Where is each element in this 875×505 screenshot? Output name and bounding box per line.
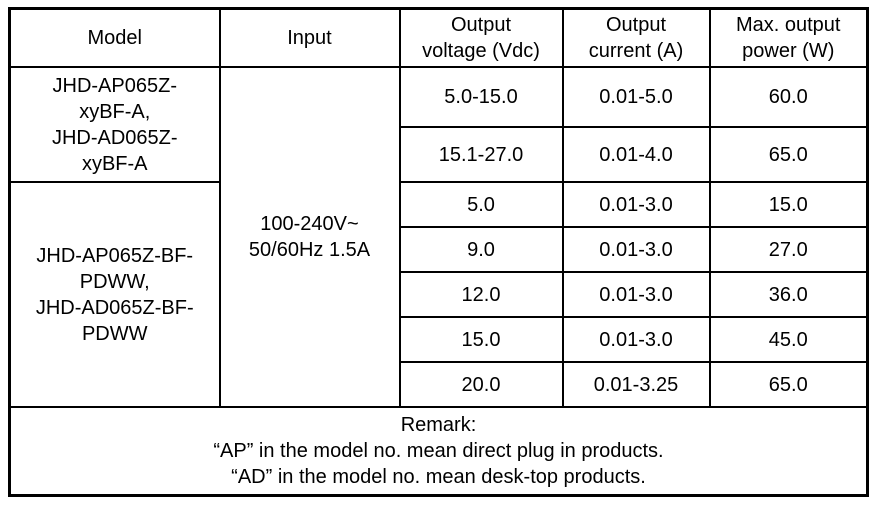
power-cell: 65.0 xyxy=(708,126,869,183)
current-cell: 0.01-5.0 xyxy=(561,66,711,128)
voltage-cell: 15.0 xyxy=(398,316,564,363)
model-group-2-cell: JHD-AP065Z-BF- PDWW, JHD-AD065Z-BF- PDWW xyxy=(8,181,221,408)
power-cell: 15.0 xyxy=(708,181,869,228)
voltage-cell: 15.1-27.0 xyxy=(398,126,564,183)
col-header-voltage: Output voltage (Vdc) xyxy=(398,7,564,68)
col-header-input: Input xyxy=(218,7,401,68)
current-cell: 0.01-3.0 xyxy=(561,226,711,273)
power-cell: 65.0 xyxy=(708,361,869,408)
power-cell: 27.0 xyxy=(708,226,869,273)
table-row: 20.0 0.01-3.25 65.0 xyxy=(10,361,869,408)
table-row: 15.1-27.0 0.01-4.0 65.0 xyxy=(10,126,869,183)
voltage-cell: 9.0 xyxy=(398,226,564,273)
voltage-cell: 5.0 xyxy=(398,181,564,228)
input-cell: 100-240V~ 50/60Hz 1.5A xyxy=(218,66,401,408)
col-header-current: Output current (A) xyxy=(561,7,711,68)
voltage-cell: 12.0 xyxy=(398,271,564,318)
col-header-model: Model xyxy=(8,7,221,68)
voltage-cell: 20.0 xyxy=(398,361,564,408)
current-cell: 0.01-3.0 xyxy=(561,316,711,363)
remark-cell: Remark: “AP” in the model no. mean direc… xyxy=(8,406,869,497)
table-row: JHD-AP065Z- xyBF-A, JHD-AD065Z- xyBF-A 1… xyxy=(8,66,869,408)
remark-row: Remark: “AP” in the model no. mean direc… xyxy=(8,406,869,497)
col-header-power: Max. output power (W) xyxy=(708,7,869,68)
current-cell: 0.01-3.0 xyxy=(561,271,711,318)
table-row: 9.0 0.01-3.0 27.0 xyxy=(10,226,869,273)
header-row: Model Input Output voltage (Vdc) Output … xyxy=(8,7,869,68)
table-row: 12.0 0.01-3.0 36.0 xyxy=(10,271,869,318)
power-cell: 45.0 xyxy=(708,316,869,363)
power-cell: 60.0 xyxy=(708,66,869,128)
voltage-cell: 5.0-15.0 xyxy=(398,66,564,128)
power-cell: 36.0 xyxy=(708,271,869,318)
model-group-1-cell: JHD-AP065Z- xyBF-A, JHD-AD065Z- xyBF-A xyxy=(8,66,221,183)
table-row: 15.0 0.01-3.0 45.0 xyxy=(10,316,869,363)
table-row: JHD-AP065Z-BF- PDWW, JHD-AD065Z-BF- PDWW… xyxy=(8,181,869,408)
current-cell: 0.01-4.0 xyxy=(561,126,711,183)
spec-table: Model Input Output voltage (Vdc) Output … xyxy=(8,7,869,497)
current-cell: 0.01-3.25 xyxy=(561,361,711,408)
current-cell: 0.01-3.0 xyxy=(561,181,711,228)
